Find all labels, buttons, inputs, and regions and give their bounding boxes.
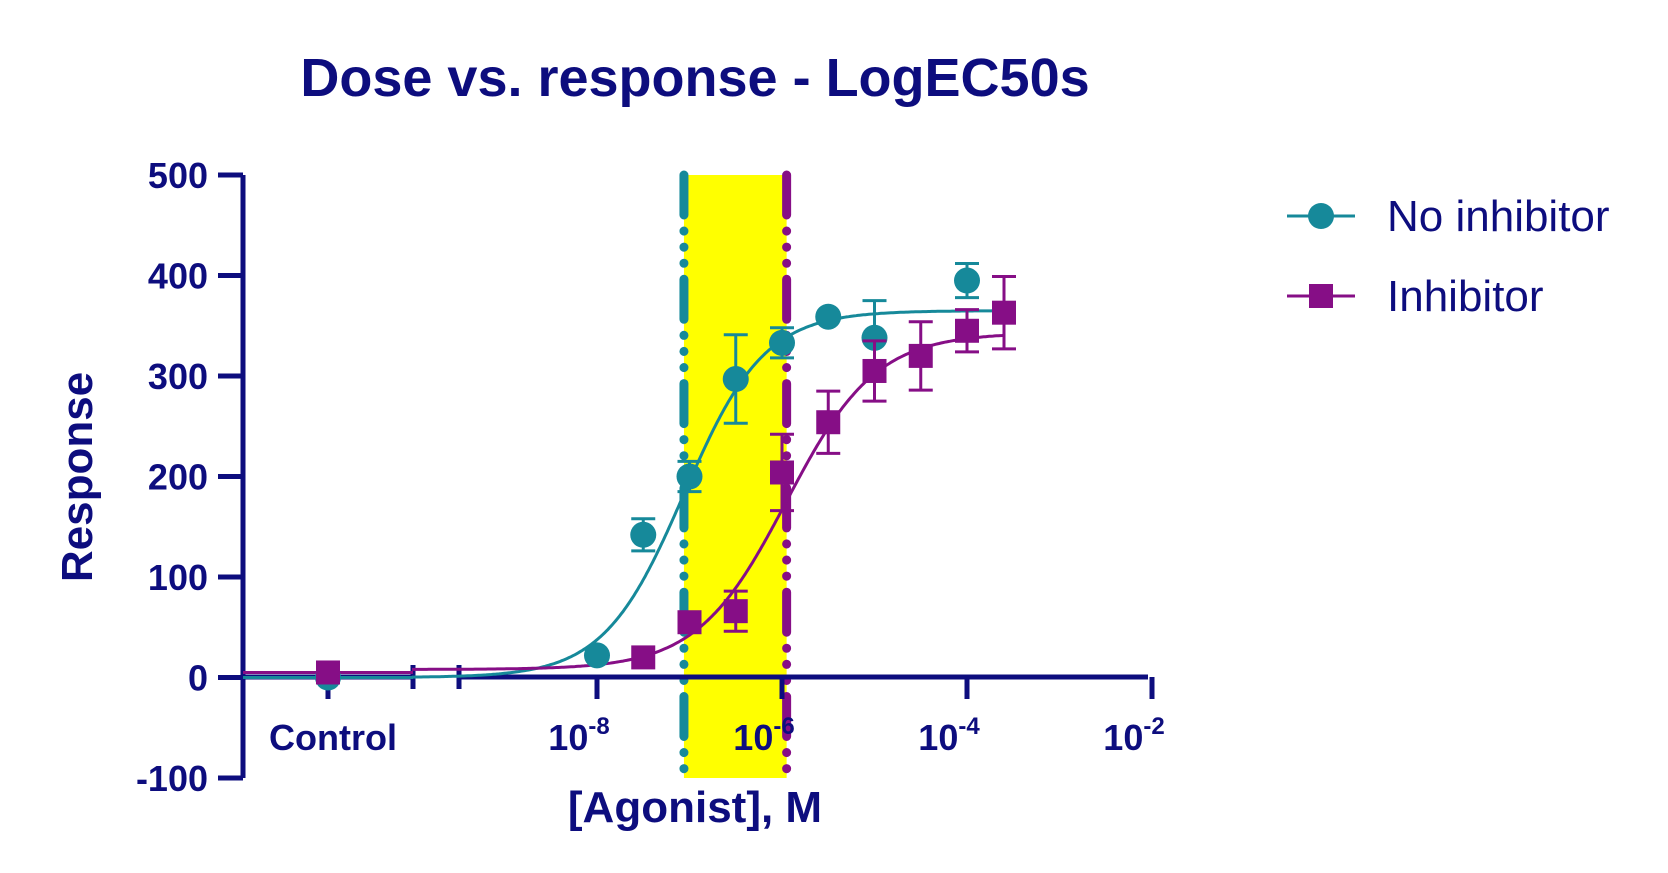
legend-marker-0: [1308, 203, 1334, 229]
data-point-0: [861, 324, 888, 351]
data-point-0: [815, 303, 842, 330]
y-tick-label: 100: [148, 557, 208, 598]
legend: No inhibitor Inhibitor: [1287, 192, 1610, 321]
x-tick-label: 10-4: [918, 713, 980, 758]
y-tick-label: 300: [148, 356, 208, 397]
y-tick-label: 400: [148, 256, 208, 297]
data-point-1: [908, 343, 933, 368]
fit-curve-0: [412, 309, 1004, 679]
fit-curves: [243, 309, 1005, 679]
y-tick-label: 500: [148, 155, 208, 196]
y-tick-label: -100: [136, 758, 208, 799]
data-point-1: [770, 460, 794, 485]
chart-title: Dose vs. response - LogEC50s: [300, 48, 1089, 108]
legend-label-0: No inhibitor: [1387, 192, 1610, 241]
y-tick-label: 200: [148, 457, 208, 498]
y-axis-label: Response: [53, 372, 102, 582]
data-point-1: [992, 300, 1016, 325]
axes: -100 0 100 200 300 400 500 Control 10-8 10-6 10-4 1…: [136, 155, 1165, 799]
data-point-1: [816, 410, 841, 435]
x-tick-label-control: Control: [269, 717, 397, 758]
control-point-1: [316, 660, 340, 685]
data-point-1: [677, 610, 702, 635]
data-point-0: [769, 329, 795, 356]
legend-label-1: Inhibitor: [1387, 272, 1544, 321]
data-point-1: [862, 358, 887, 383]
data-point-1: [723, 599, 748, 624]
data-points: [315, 261, 1016, 691]
data-point-0: [630, 521, 657, 548]
x-tick-label: 10-6: [733, 713, 794, 758]
data-point-0: [676, 463, 703, 490]
data-point-0: [722, 366, 749, 393]
x-tick-label: 10-8: [548, 713, 609, 758]
y-tick-label: 0: [188, 658, 208, 699]
x-axis-label: [Agonist], M: [568, 783, 822, 832]
data-point-0: [954, 267, 980, 294]
x-tick-label: 10-2: [1103, 713, 1164, 758]
data-point-0: [584, 642, 610, 669]
data-point-1: [631, 645, 656, 670]
data-point-1: [955, 318, 979, 343]
legend-marker-1: [1309, 284, 1333, 308]
fit-curve-1: [412, 333, 1005, 671]
